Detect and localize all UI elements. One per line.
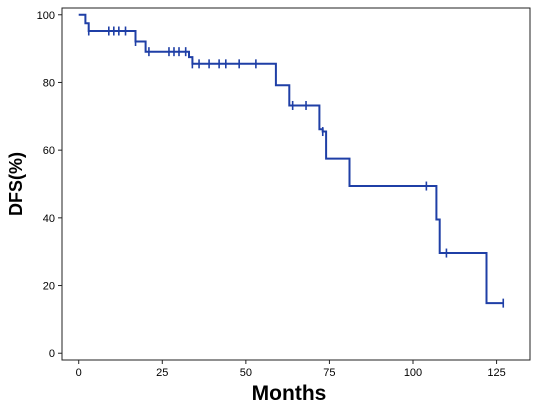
- y-tick-label: 40: [43, 213, 55, 225]
- x-tick-label: 0: [76, 367, 82, 379]
- x-tick-label: 125: [487, 367, 505, 379]
- y-axis-title: DFS(%): [6, 152, 26, 216]
- y-tick-label: 80: [43, 77, 55, 89]
- y-tick-label: 60: [43, 145, 55, 157]
- censor-marks: [87, 26, 505, 308]
- survival-curve: [78, 13, 504, 305]
- x-tick-label: 50: [240, 367, 252, 379]
- y-axis: 0 20 40 60 80 100: [37, 10, 62, 360]
- y-tick-label: 0: [49, 348, 55, 360]
- y-tick-label: 100: [37, 10, 55, 22]
- plot-frame: [61, 7, 531, 361]
- y-tick-label: 20: [43, 281, 55, 293]
- x-axis: 0 25 50 75 100 125: [76, 360, 506, 379]
- x-tick-label: 75: [323, 367, 335, 379]
- x-tick-label: 25: [156, 367, 168, 379]
- dfs-step-line: [78, 13, 504, 305]
- x-axis-title: Months: [252, 382, 327, 405]
- x-tick-label: 100: [404, 367, 422, 379]
